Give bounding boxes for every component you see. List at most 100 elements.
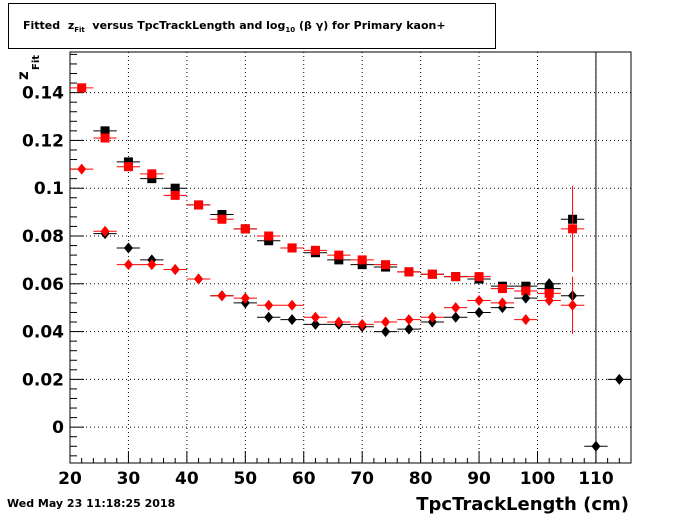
- x-tick-label: 90: [467, 469, 491, 489]
- data-point-diamond: [310, 311, 320, 323]
- data-point-diamond: [100, 225, 110, 237]
- y-tick-label: 0.02: [22, 370, 64, 390]
- data-point-diamond: [264, 311, 274, 323]
- data-point-diamond: [404, 323, 414, 335]
- data-point-square: [427, 269, 437, 279]
- title-box: Fitted zFit versus TpcTrackLength and lo…: [8, 3, 496, 49]
- data-point-diamond: [521, 314, 531, 326]
- x-tick-label: 100: [520, 469, 556, 489]
- data-point-square: [100, 133, 110, 143]
- y-tick-label: 0.08: [22, 227, 64, 247]
- data-point-square: [381, 260, 391, 270]
- data-point-square: [568, 224, 578, 234]
- data-point-square: [357, 255, 367, 265]
- data-point-square: [170, 183, 180, 193]
- data-point-square: [77, 83, 87, 93]
- x-tick-label: 40: [175, 469, 199, 489]
- data-point-square: [404, 267, 414, 277]
- x-tick-label: 60: [292, 469, 316, 489]
- data-point-diamond: [474, 295, 484, 307]
- y-axis-label: z: [14, 71, 32, 80]
- data-point-square: [474, 272, 484, 282]
- data-point-square: [147, 174, 157, 184]
- y-tick-label: 0.14: [22, 84, 64, 104]
- data-point-diamond: [474, 306, 484, 318]
- data-point-square: [334, 250, 344, 260]
- data-point-diamond: [217, 290, 227, 302]
- data-point-diamond: [544, 278, 554, 290]
- y-tick-label: 0: [52, 418, 64, 438]
- data-point-diamond: [123, 259, 133, 271]
- y-tick-label: 0.06: [22, 275, 64, 295]
- data-point-square: [147, 169, 157, 179]
- data-point-diamond: [287, 299, 297, 311]
- title-z: z: [67, 19, 75, 32]
- data-point-diamond: [147, 259, 157, 271]
- title-log-sub: 10: [285, 26, 296, 35]
- title-z-sub: Fit: [74, 26, 85, 35]
- data-point-diamond: [451, 302, 461, 314]
- data-point-diamond: [451, 311, 461, 323]
- x-axis-label: TpcTrackLength (cm): [416, 494, 629, 514]
- y-tick-label: 0.12: [22, 131, 64, 151]
- data-point-square: [217, 209, 227, 219]
- data-point-diamond: [310, 318, 320, 330]
- axes-layer: [69, 51, 632, 464]
- y-tick-label: 0.04: [22, 323, 64, 343]
- data-point-diamond: [544, 295, 554, 307]
- data-point-square: [217, 214, 227, 224]
- x-tick-label: 70: [350, 469, 374, 489]
- data-point-diamond: [568, 299, 578, 311]
- title-suffix: (β γ) for Primary kaon+: [298, 19, 446, 32]
- data-point-diamond: [381, 316, 391, 328]
- data-point-diamond: [427, 311, 437, 323]
- data-point-square: [334, 255, 344, 265]
- x-tick-label: 50: [233, 469, 257, 489]
- marks-layer: [70, 83, 631, 452]
- data-point-diamond: [521, 292, 531, 304]
- data-point-diamond: [194, 273, 204, 285]
- data-point-diamond: [287, 314, 297, 326]
- data-point-square: [264, 236, 274, 246]
- y-tick-label: 0.1: [34, 179, 64, 199]
- data-point-square: [521, 286, 531, 296]
- x-tick-label: 110: [578, 469, 614, 489]
- data-point-diamond: [170, 263, 180, 275]
- data-point-square: [310, 245, 320, 255]
- data-point-diamond: [334, 316, 344, 328]
- data-point-diamond: [614, 373, 624, 385]
- data-point-square: [287, 243, 297, 253]
- labels-layer: 20 30 40 50 60 70 80 90 100 110 0 0.02 0.04 0.06 0.08 0…: [22, 84, 614, 489]
- data-point-diamond: [77, 163, 87, 175]
- data-point-diamond: [497, 297, 507, 309]
- data-point-square: [123, 157, 133, 167]
- x-tick-label: 80: [409, 469, 433, 489]
- series-0: [93, 126, 585, 294]
- data-point-diamond: [123, 242, 133, 254]
- footer-timestamp: Wed May 23 11:18:25 2018: [7, 497, 176, 510]
- data-point-square: [497, 284, 507, 294]
- data-point-square: [357, 260, 367, 270]
- data-point-square: [521, 281, 531, 291]
- data-point-square: [194, 200, 204, 210]
- series-1: [70, 83, 585, 298]
- data-point-square: [123, 162, 133, 172]
- data-point-square: [170, 190, 180, 200]
- x-tick-label: 20: [58, 469, 82, 489]
- data-point-diamond: [404, 314, 414, 326]
- data-point-diamond: [240, 292, 250, 304]
- x-tick-label: 30: [117, 469, 141, 489]
- data-point-diamond: [591, 440, 601, 452]
- data-point-diamond: [264, 299, 274, 311]
- series-3: [70, 163, 585, 334]
- y-axis-label-sub: Fit: [31, 55, 42, 70]
- chart-title: Fitted zFit versus TpcTrackLength and lo…: [23, 19, 446, 34]
- data-point-square: [100, 126, 110, 136]
- data-point-diamond: [381, 326, 391, 338]
- title-middle: versus TpcTrackLength and log: [92, 19, 286, 32]
- data-point-square: [451, 272, 461, 282]
- data-point-square: [240, 224, 250, 234]
- title-prefix: Fitted: [23, 19, 61, 32]
- data-point-square: [544, 288, 554, 298]
